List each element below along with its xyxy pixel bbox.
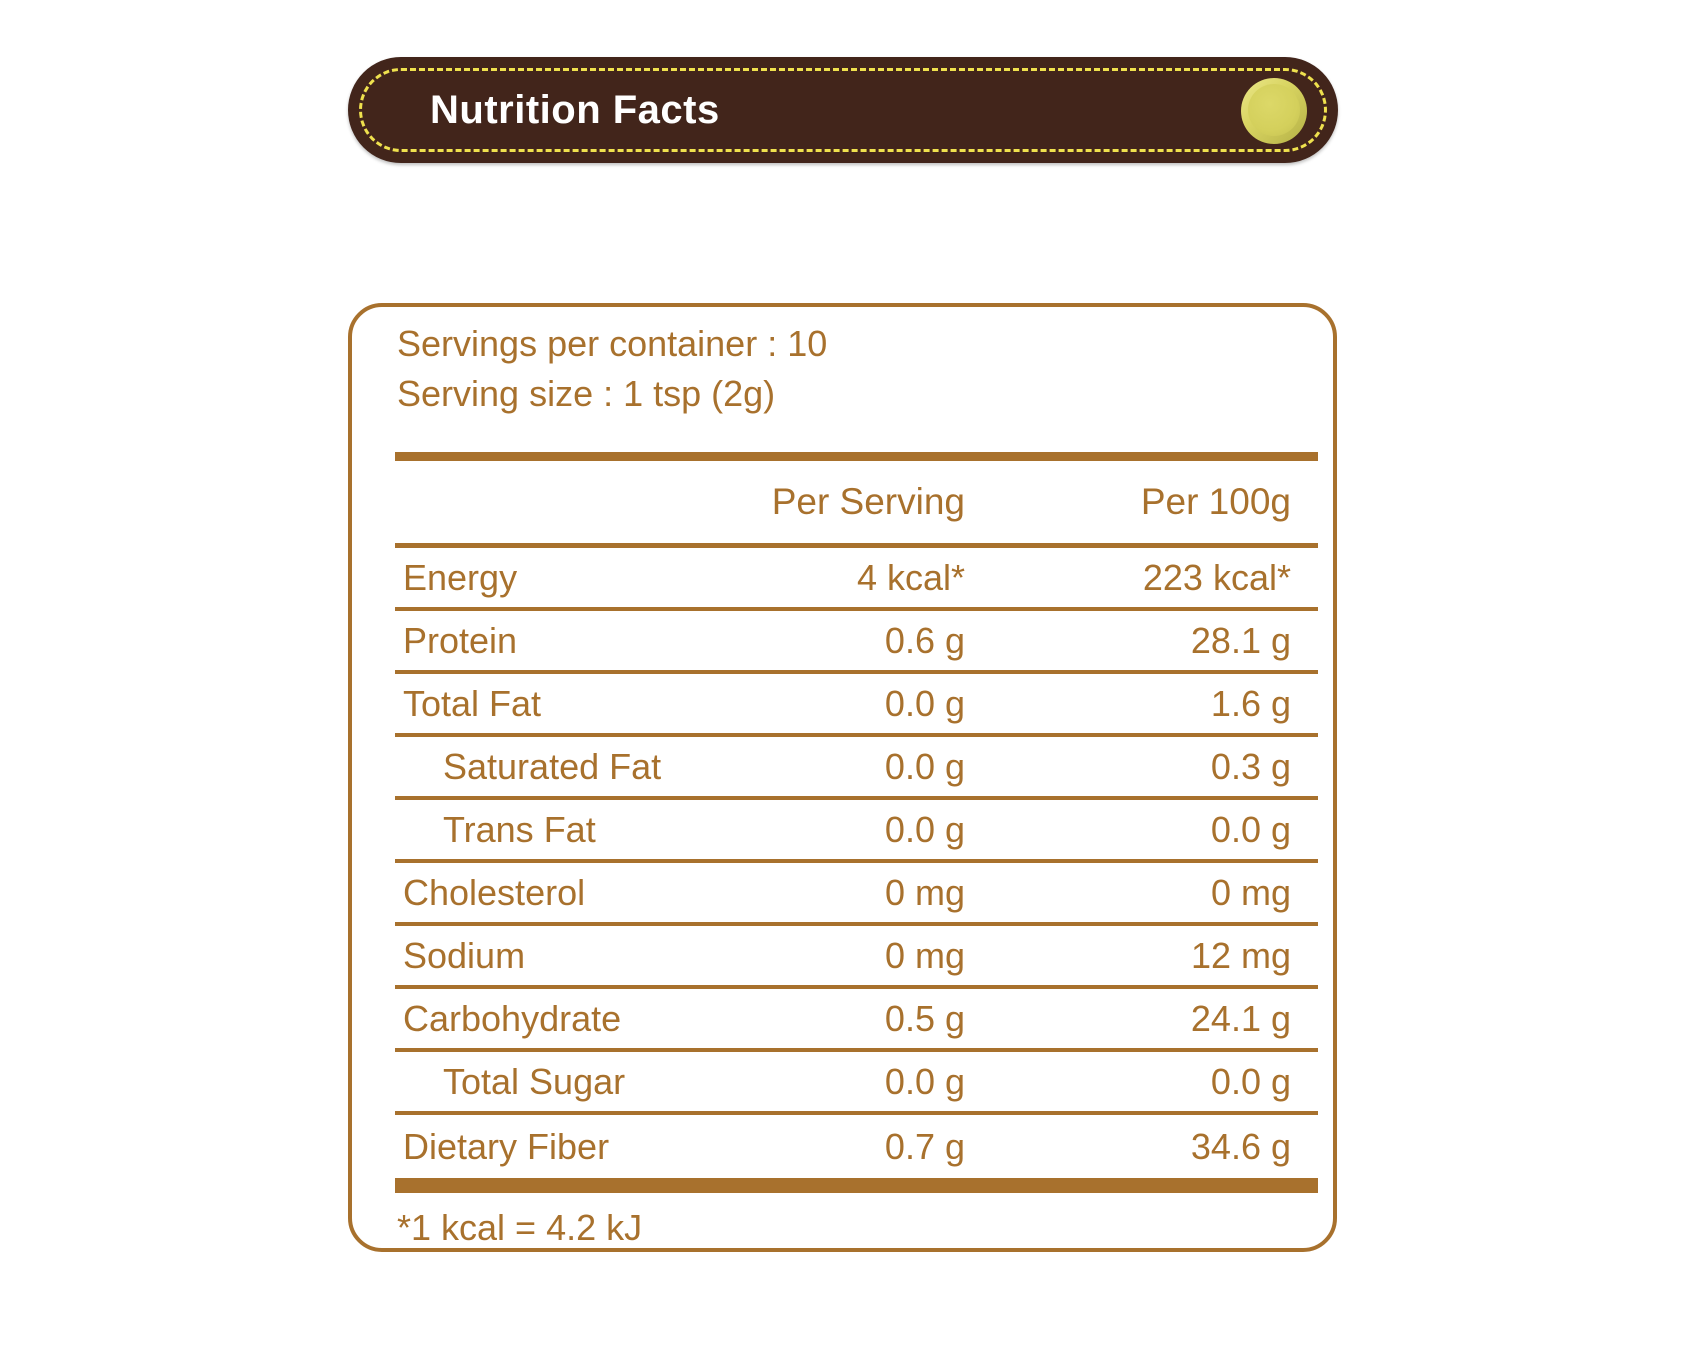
row-per-100g: 223 kcal* xyxy=(1142,556,1291,598)
row-per-serving: 0.0 g xyxy=(884,682,965,724)
table-row: Total Sugar 0.0 g 0.0 g xyxy=(395,1052,1318,1115)
row-label: Trans Fat xyxy=(443,808,596,850)
row-label: Energy xyxy=(403,556,518,598)
table-row: Protein 0.6 g 28.1 g xyxy=(395,611,1318,674)
row-per-serving: 0.0 g xyxy=(884,745,965,787)
table-row: Trans Fat 0.0 g 0.0 g xyxy=(395,800,1318,863)
row-label: Saturated Fat xyxy=(443,745,662,787)
row-per-100g: 0.0 g xyxy=(1210,808,1291,850)
table-row: Sodium 0 mg 12 mg xyxy=(395,926,1318,989)
row-per-serving: 0.7 g xyxy=(884,1125,965,1167)
row-per-serving: 0.0 g xyxy=(884,808,965,850)
header-per-serving: Per Serving xyxy=(771,481,965,522)
page-title: Nutrition Facts xyxy=(430,87,720,132)
row-per-100g: 24.1 g xyxy=(1190,997,1291,1039)
row-per-serving: 0.0 g xyxy=(884,1060,965,1102)
table-row: Energy 4 kcal* 223 kcal* xyxy=(395,548,1318,611)
row-label: Total Sugar xyxy=(443,1060,626,1102)
table-row: Carbohydrate 0.5 g 24.1 g xyxy=(395,989,1318,1052)
circle-badge-icon xyxy=(1241,78,1307,144)
row-label: Cholesterol xyxy=(403,871,586,913)
servings-per-container: Servings per container : 10 xyxy=(397,323,828,364)
row-per-serving: 4 kcal* xyxy=(856,556,965,598)
table-row: Saturated Fat 0.0 g 0.3 g xyxy=(395,737,1318,800)
row-per-serving: 0.6 g xyxy=(884,619,965,661)
row-label: Dietary Fiber xyxy=(403,1125,610,1167)
row-label: Carbohydrate xyxy=(403,997,622,1039)
table-header-row: Per Serving Per 100g xyxy=(395,461,1318,548)
divider-thick-bottom xyxy=(395,1178,1318,1193)
nutrition-facts-banner: Nutrition Facts xyxy=(348,57,1338,163)
row-per-serving: 0 mg xyxy=(884,871,965,913)
row-label: Total Fat xyxy=(403,682,542,724)
nutrition-label-box: Servings per container : 10 Serving size… xyxy=(348,303,1337,1252)
row-label: Protein xyxy=(403,619,518,661)
divider-thick-top xyxy=(395,452,1318,461)
serving-size: Serving size : 1 tsp (2g) xyxy=(397,373,776,414)
table-row: Total Fat 0.0 g 1.6 g xyxy=(395,674,1318,737)
row-per-100g: 0 mg xyxy=(1210,871,1291,913)
row-per-100g: 12 mg xyxy=(1190,934,1291,976)
row-per-100g: 28.1 g xyxy=(1190,619,1291,661)
row-per-100g: 34.6 g xyxy=(1190,1125,1291,1167)
kcal-footnote: *1 kcal = 4.2 kJ xyxy=(397,1207,643,1248)
header-per-100g: Per 100g xyxy=(1140,481,1291,522)
row-per-serving: 0 mg xyxy=(884,934,965,976)
row-per-100g: 0.3 g xyxy=(1210,745,1291,787)
row-per-serving: 0.5 g xyxy=(884,997,965,1039)
row-per-100g: 1.6 g xyxy=(1210,682,1291,724)
table-row: Cholesterol 0 mg 0 mg xyxy=(395,863,1318,926)
table-row: Dietary Fiber 0.7 g 34.6 g xyxy=(395,1115,1318,1178)
row-label: Sodium xyxy=(403,934,526,976)
row-per-100g: 0.0 g xyxy=(1210,1060,1291,1102)
